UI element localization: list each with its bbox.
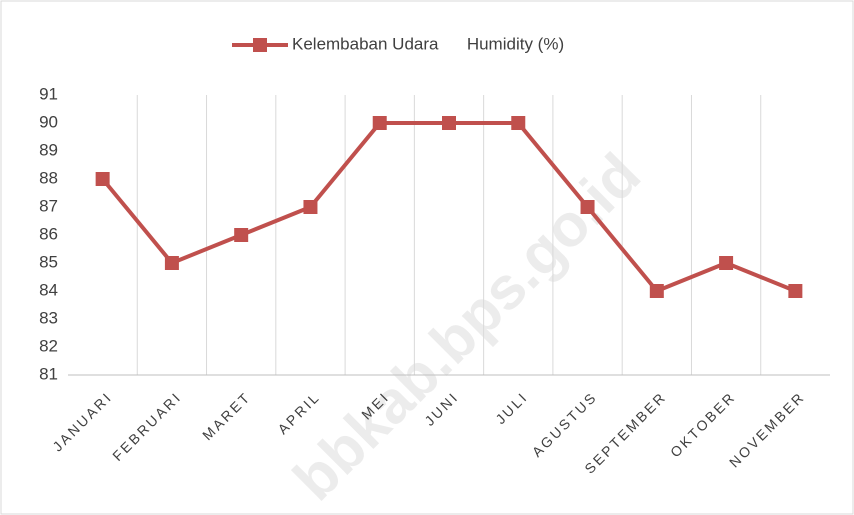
y-tick-label: 81 <box>39 364 58 383</box>
y-tick-label: 91 <box>39 84 58 103</box>
marker <box>442 116 456 130</box>
marker <box>95 172 110 186</box>
marker <box>788 284 803 298</box>
y-tick-label: 86 <box>39 224 58 243</box>
y-tick-label: 89 <box>39 140 58 159</box>
marker <box>580 200 595 214</box>
marker <box>303 200 318 214</box>
y-tick-label: 83 <box>39 308 58 327</box>
legend-marker <box>253 38 267 52</box>
y-tick-label: 88 <box>39 168 58 187</box>
marker <box>649 284 664 298</box>
y-tick-label: 90 <box>39 112 58 131</box>
marker <box>719 256 734 270</box>
marker <box>511 116 526 130</box>
marker <box>164 256 179 270</box>
y-tick-label: 85 <box>39 252 58 271</box>
y-tick-label: 84 <box>39 280 58 299</box>
marker <box>372 116 387 130</box>
marker <box>234 228 249 242</box>
legend-label: Kelembaban Udara Humidity (%) <box>292 34 564 53</box>
y-tick-label: 82 <box>39 336 58 355</box>
y-tick-label: 87 <box>39 196 58 215</box>
